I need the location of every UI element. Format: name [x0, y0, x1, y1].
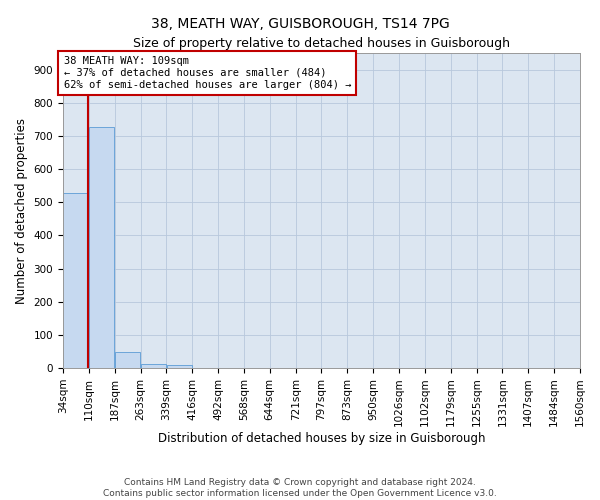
Bar — [115, 352, 140, 368]
Text: 38, MEATH WAY, GUISBOROUGH, TS14 7PG: 38, MEATH WAY, GUISBOROUGH, TS14 7PG — [151, 18, 449, 32]
Bar — [63, 194, 88, 368]
Title: Size of property relative to detached houses in Guisborough: Size of property relative to detached ho… — [133, 38, 510, 51]
Text: Contains HM Land Registry data © Crown copyright and database right 2024.
Contai: Contains HM Land Registry data © Crown c… — [103, 478, 497, 498]
Bar — [141, 364, 166, 368]
Y-axis label: Number of detached properties: Number of detached properties — [15, 118, 28, 304]
X-axis label: Distribution of detached houses by size in Guisborough: Distribution of detached houses by size … — [158, 432, 485, 445]
Bar — [167, 365, 192, 368]
Bar — [89, 127, 114, 368]
Text: 38 MEATH WAY: 109sqm
← 37% of detached houses are smaller (484)
62% of semi-deta: 38 MEATH WAY: 109sqm ← 37% of detached h… — [64, 56, 351, 90]
